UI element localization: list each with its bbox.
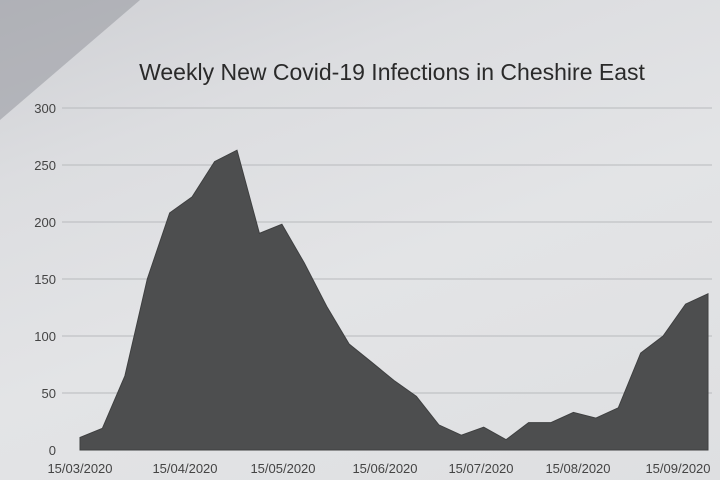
y-tick-label: 200 bbox=[34, 215, 56, 230]
infections-area bbox=[79, 149, 709, 451]
x-tick-label: 15/04/2020 bbox=[152, 461, 217, 476]
x-tick-label: 15/03/2020 bbox=[47, 461, 112, 476]
series-area bbox=[79, 149, 709, 451]
y-axis: 0 50 100 150 200 250 300 bbox=[34, 101, 56, 458]
x-tick-label: 15/08/2020 bbox=[545, 461, 610, 476]
x-tick-label: 15/05/2020 bbox=[250, 461, 315, 476]
y-tick-label: 150 bbox=[34, 272, 56, 287]
photo-shadow bbox=[0, 0, 140, 120]
x-tick-label: 15/09/2020 bbox=[645, 461, 710, 476]
y-tick-label: 250 bbox=[34, 158, 56, 173]
y-tick-label: 300 bbox=[34, 101, 56, 116]
y-tick-label: 0 bbox=[49, 443, 56, 458]
chart-title: Weekly New Covid-19 Infections in Cheshi… bbox=[139, 59, 645, 85]
y-tick-label: 50 bbox=[42, 386, 56, 401]
x-tick-label: 15/06/2020 bbox=[352, 461, 417, 476]
y-tick-label: 100 bbox=[34, 329, 56, 344]
x-tick-label: 15/07/2020 bbox=[448, 461, 513, 476]
x-axis: 15/03/2020 15/04/2020 15/05/2020 15/06/2020… bbox=[47, 461, 710, 476]
